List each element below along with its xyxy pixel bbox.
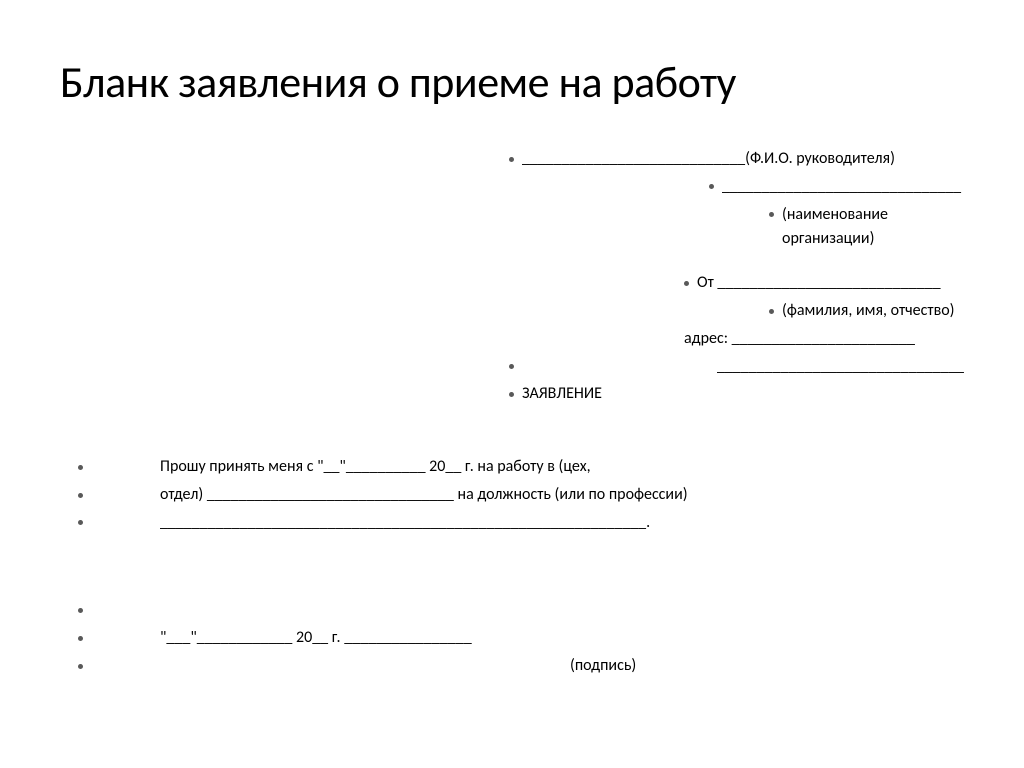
bullet-icon — [675, 271, 697, 296]
header-text: адрес: _______________________ — [684, 327, 964, 352]
header-text: ______________________________ — [722, 175, 964, 200]
document-body: Прошу принять меня с "__"__________ 20__… — [60, 455, 964, 679]
signature-label: (подпись) — [100, 654, 964, 679]
date-signature-line: "___"____________ 20__ г. ______________… — [100, 626, 964, 651]
header-text: (наименование организации) — [782, 203, 964, 253]
bullet-icon — [760, 203, 782, 228]
header-text: _______________________________ — [522, 355, 964, 380]
document-header: ____________________________(Ф.И.О. руко… — [60, 147, 964, 407]
application-heading: ЗАЯВЛЕНИЕ — [522, 382, 964, 407]
body-text: Прошу принять меня с "__"__________ 20__… — [100, 455, 964, 480]
bullet-icon — [500, 382, 522, 407]
bullet-icon — [60, 599, 100, 624]
bullet-icon — [60, 654, 100, 679]
bullet-icon — [60, 455, 100, 480]
header-text: От ____________________________ — [697, 271, 964, 296]
body-text: ________________________________________… — [100, 511, 964, 536]
document-title: Бланк заявления о приеме на работу — [60, 55, 964, 109]
header-text: ____________________________(Ф.И.О. руко… — [522, 147, 964, 172]
bullet-icon — [700, 175, 722, 200]
bullet-icon — [500, 355, 522, 380]
bullet-icon — [60, 511, 100, 536]
body-text: отдел) _______________________________ н… — [100, 483, 964, 508]
bullet-icon — [760, 299, 782, 324]
bullet-icon — [60, 483, 100, 508]
header-text: (фамилия, имя, отчество) — [782, 299, 964, 324]
bullet-icon — [60, 626, 100, 651]
bullet-icon — [500, 147, 522, 172]
